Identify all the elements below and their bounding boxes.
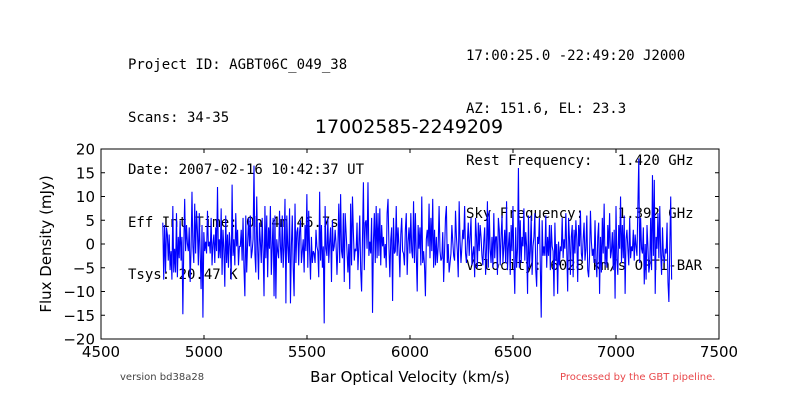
version-text: version bd38a28	[120, 372, 204, 383]
y-tick-label-15: 15	[76, 164, 95, 182]
series-line-0	[162, 158, 673, 324]
y-tick-label-20: 20	[76, 141, 95, 159]
coordinates-text: 17:00:25.0 -22:49:20 J2000	[466, 48, 686, 64]
scans-text: Scans: 34-35	[128, 109, 230, 126]
tsys-text: Tsys: 20.47 K	[128, 267, 238, 283]
processed-text: Processed by the GBT pipeline.	[560, 372, 715, 383]
y-tick-label-0: 0	[85, 236, 95, 254]
y-tick-label-10: 10	[76, 188, 95, 206]
y-axis-label: Flux Density (mJy)	[37, 175, 55, 312]
plot-area: 4500 5000 5500 6000 6500 7000 7500 −20 −15 −10 −5 0…	[63, 141, 738, 362]
y-tick-label-5: 5	[85, 212, 95, 230]
y-tick-label--20: −20	[63, 331, 95, 349]
project-id-text: Project ID: AGBT06C_049_38	[128, 57, 348, 73]
x-tick-label-7500: 7500	[700, 343, 738, 361]
rest-frequency-text: Rest Frequency: 1.420 GHz	[466, 153, 694, 169]
az-el-text: AZ: 151.6, EL: 23.3	[466, 100, 627, 117]
y-tick-label--10: −10	[63, 283, 95, 301]
date-text: Date: 2007-02-16 10:42:37 UT	[128, 162, 365, 178]
chart-title: 17002585-2249209	[315, 116, 503, 138]
x-tick-label-4500: 4500	[82, 343, 120, 361]
x-tick-label-6500: 6500	[494, 343, 532, 361]
y-tick-label--5: −5	[73, 259, 95, 277]
x-tick-label-7000: 7000	[597, 343, 635, 361]
x-tick-label-5500: 5500	[288, 343, 326, 361]
x-tick-label-5000: 5000	[185, 343, 223, 361]
y-tick-label--15: −15	[63, 307, 95, 325]
x-tick-label-6000: 6000	[391, 343, 429, 361]
x-axis-label: Bar Optical Velocity (km/s)	[310, 368, 510, 386]
